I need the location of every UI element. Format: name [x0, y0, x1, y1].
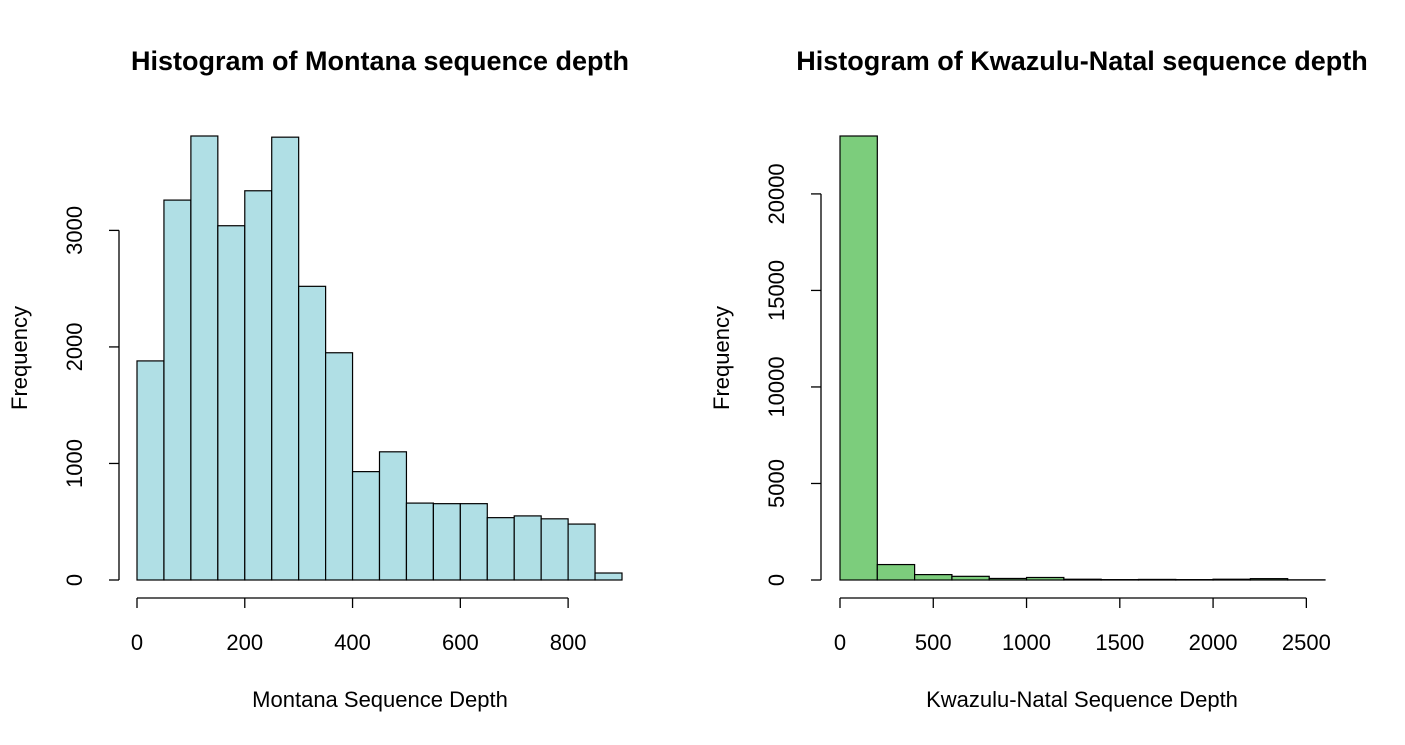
montana-x-tick-label: 400: [334, 630, 371, 655]
kwazulu-natal-x-tick-label: 0: [834, 630, 846, 655]
kwazulu-natal-bar: [839, 135, 878, 581]
montana-bar: [244, 190, 273, 581]
montana-y-tick-label: 1000: [62, 439, 87, 488]
kwazulu-natal-x-tick-label: 1500: [1095, 630, 1144, 655]
kwazulu-natal-bar: [1249, 578, 1289, 581]
kwazulu-natal-y-tick-label: 0: [764, 574, 789, 586]
kwazulu-natal-bar: [1137, 578, 1177, 581]
kwazulu-natal-y-tick-label: 5000: [764, 459, 789, 508]
kwazulu-natal-bar: [1025, 576, 1065, 581]
kwazulu-natal-x-tick-label: 2000: [1189, 630, 1238, 655]
kwazulu-natal-x-tick-label: 500: [915, 630, 952, 655]
montana-bars: [136, 135, 623, 581]
kwazulu-natal-x-tick-label: 2500: [1282, 630, 1331, 655]
montana-bar: [513, 515, 542, 581]
kwazulu-natal-bar: [951, 575, 990, 581]
kwazulu-natal-y-axis-label: Frequency: [709, 306, 734, 410]
montana-x-axis-label: Montana Sequence Depth: [252, 687, 508, 712]
montana-bar: [567, 523, 596, 581]
kwazulu-natal-bar: [876, 563, 916, 581]
montana-bar: [325, 352, 354, 581]
montana-chart-title: Histogram of Montana sequence depth: [131, 46, 629, 76]
kwazulu-natal-x-tick-label: 1000: [1002, 630, 1051, 655]
montana-x-axis: 0 200 400 600 800: [131, 597, 587, 655]
montana-bar: [540, 518, 569, 581]
kwazulu-natal-y-axis: 0 5000 10000 15000 20000: [764, 163, 822, 586]
kwazulu-natal-bars: [839, 135, 1326, 581]
montana-bar: [405, 502, 434, 581]
kwazulu-natal-y-tick-label: 10000: [764, 356, 789, 417]
montana-y-tick-label: 2000: [62, 322, 87, 371]
montana-bar: [486, 517, 515, 581]
montana-bar: [459, 503, 488, 581]
montana-bar: [298, 285, 327, 581]
kwazulu-natal-x-axis: 0 500 1000 1500 2000 2500: [834, 597, 1331, 655]
montana-bar: [432, 503, 461, 581]
montana-bar: [351, 471, 381, 581]
montana-bar: [163, 199, 192, 581]
montana-y-tick-label: 3000: [62, 206, 87, 255]
montana-bar: [378, 451, 408, 581]
montana-histogram-panel: Histogram of Montana sequence depth Mont…: [7, 46, 629, 712]
montana-bar: [136, 360, 165, 581]
montana-y-axis: 0 1000 2000 3000: [62, 206, 120, 586]
montana-x-tick-label: 200: [226, 630, 263, 655]
montana-bar: [594, 572, 623, 581]
kwazulu-natal-y-tick-label: 20000: [764, 163, 789, 224]
kwazulu-natal-chart-title: Histogram of Kwazulu-Natal sequence dept…: [796, 46, 1368, 76]
kwazulu-natal-bar: [914, 573, 953, 581]
montana-x-tick-label: 600: [442, 630, 479, 655]
montana-x-tick-label: 800: [550, 630, 587, 655]
montana-y-tick-label: 0: [62, 574, 87, 586]
montana-bar: [190, 135, 219, 581]
kwazulu-natal-histogram-panel: Histogram of Kwazulu-Natal sequence dept…: [709, 46, 1368, 712]
montana-x-tick-label: 0: [131, 630, 143, 655]
kwazulu-natal-bar: [1063, 578, 1102, 581]
montana-y-axis-label: Frequency: [7, 306, 32, 410]
kwazulu-natal-bar: [1212, 578, 1251, 581]
kwazulu-natal-bar: [988, 577, 1028, 581]
montana-bar: [217, 225, 246, 581]
kwazulu-natal-y-tick-label: 15000: [764, 260, 789, 321]
montana-bar: [271, 136, 300, 581]
kwazulu-natal-x-axis-label: Kwazulu-Natal Sequence Depth: [926, 687, 1238, 712]
